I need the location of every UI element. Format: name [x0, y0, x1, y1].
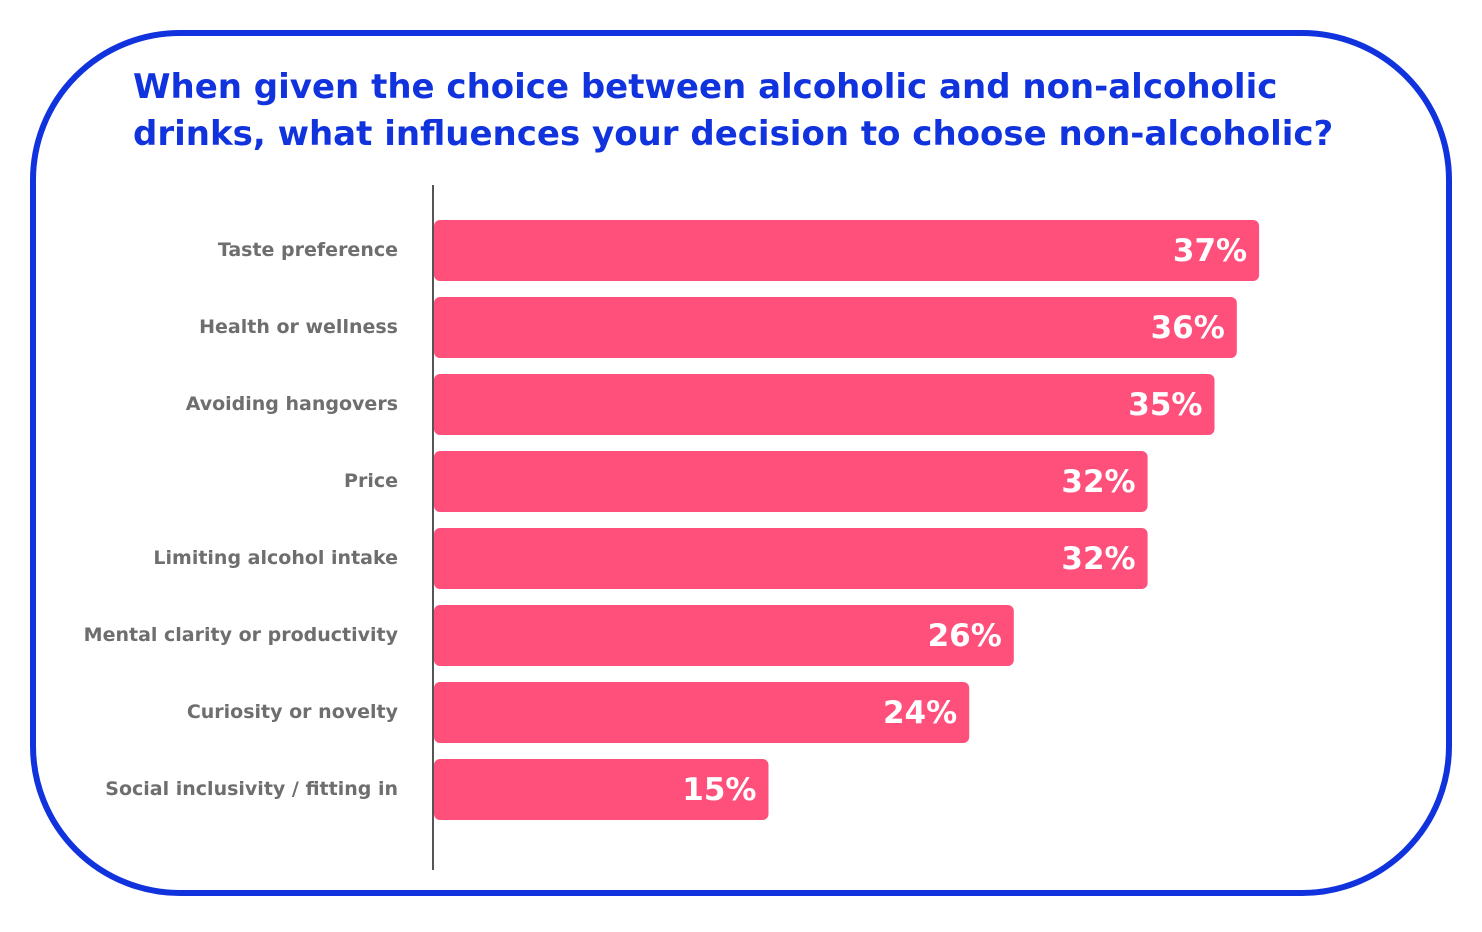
value-label-4: 32% — [1061, 464, 1135, 500]
category-label-1: Taste preference — [218, 239, 398, 261]
value-label-6: 26% — [928, 618, 1002, 654]
bar-6 — [434, 605, 1014, 666]
value-label-7: 24% — [883, 695, 957, 731]
bar-3 — [434, 374, 1215, 435]
category-label-6: Mental clarity or productivity — [84, 624, 399, 646]
value-label-8: 15% — [682, 772, 756, 808]
bar-2 — [434, 297, 1237, 358]
value-label-5: 32% — [1061, 541, 1135, 577]
bar-7 — [434, 682, 970, 743]
category-label-8: Social inclusivity / fitting in — [105, 778, 398, 800]
chart-title: When given the choice between alcoholic … — [133, 64, 1393, 158]
value-label-3: 35% — [1128, 387, 1202, 423]
value-label-1: 37% — [1173, 233, 1247, 269]
category-label-4: Price — [344, 470, 398, 492]
category-label-5: Limiting alcohol intake — [153, 547, 398, 569]
value-label-2: 36% — [1151, 310, 1225, 346]
category-label-3: Avoiding hangovers — [186, 393, 398, 415]
bar-4 — [434, 451, 1148, 512]
bars-group: Taste preference 37% Health or wellness 36%… — [84, 220, 1260, 820]
bar-1 — [434, 220, 1260, 281]
category-label-2: Health or wellness — [199, 316, 398, 338]
bar-5 — [434, 528, 1148, 589]
bar-8 — [434, 759, 769, 820]
category-label-7: Curiosity or novelty — [187, 701, 399, 723]
chart-title-line-1: When given the choice between alcoholic … — [133, 67, 1278, 107]
chart-title-line-2: drinks, what influences your decision to… — [133, 114, 1334, 154]
